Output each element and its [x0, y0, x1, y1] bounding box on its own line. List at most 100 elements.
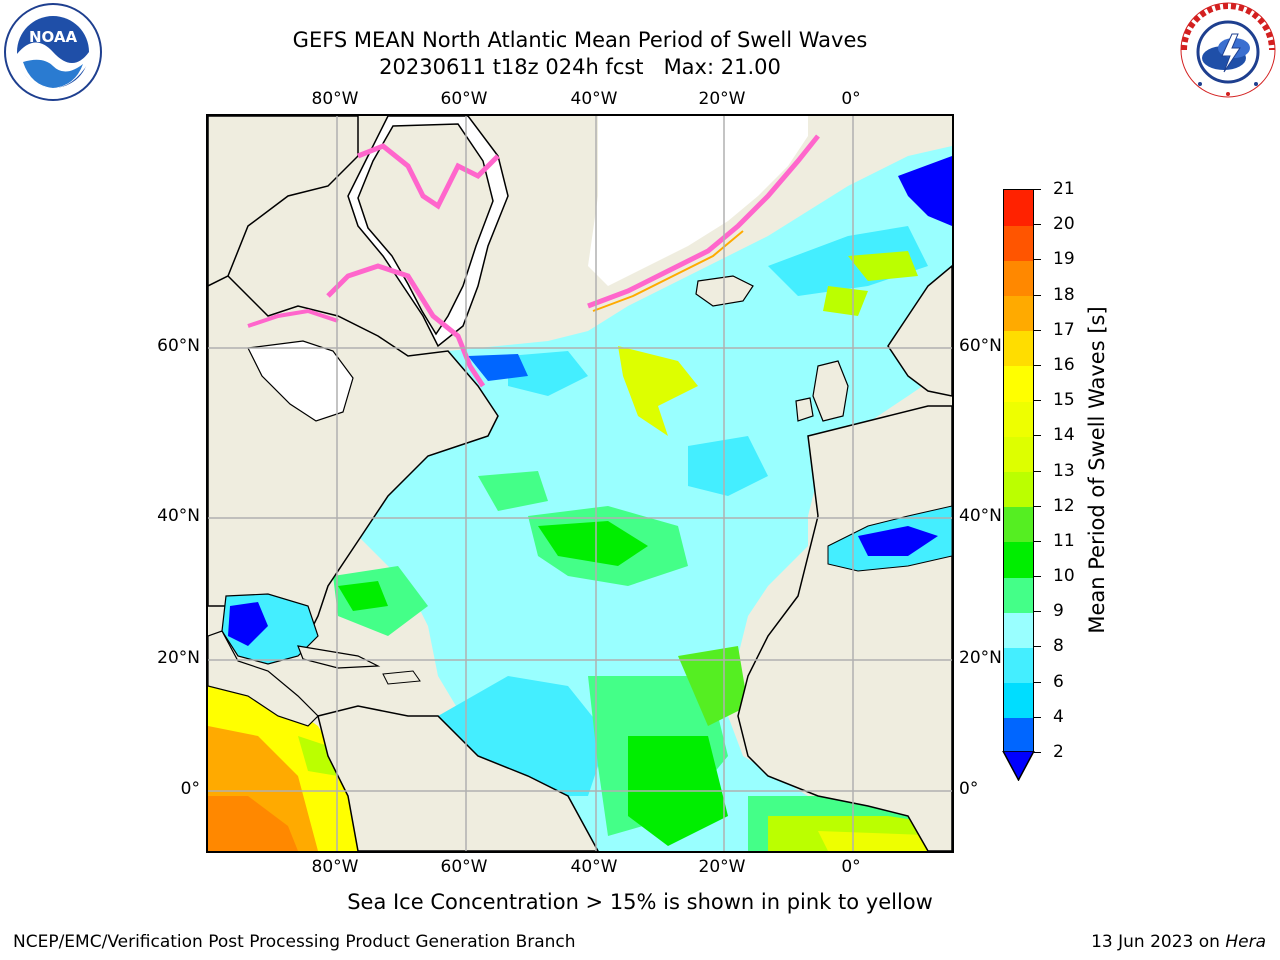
nws-logo — [1180, 2, 1276, 98]
colorbar-tick-mark — [1034, 752, 1041, 753]
colorbar-tick-mark — [1034, 470, 1041, 472]
map-panel — [206, 114, 954, 853]
colorbar-segment — [1004, 506, 1033, 543]
lon-label-bottom: 60°W — [440, 857, 488, 877]
chart-subtitle: 20230611 t18z 024h fcst Max: 21.00 — [379, 55, 781, 79]
colorbar-segment — [1004, 295, 1033, 332]
colorbar-tick-mark — [1034, 364, 1041, 366]
sea-ice-region — [588, 116, 808, 286]
south-america — [317, 705, 599, 851]
greenland — [357, 123, 494, 336]
lon-label-top: 40°W — [570, 89, 618, 109]
colorbar-extend-arrow — [1002, 751, 1035, 781]
colorbar-tick-label: 6 — [1053, 671, 1064, 692]
swell-patch — [818, 831, 952, 851]
chart-title: GEFS MEAN North Atlantic Mean Period of … — [292, 28, 868, 52]
noaa-logo-text: NOAA — [29, 28, 78, 46]
lat-label-right: 60°N — [959, 336, 1002, 356]
colorbar-tick-label: 4 — [1053, 706, 1064, 727]
swell-patch — [208, 796, 298, 851]
footer-date: 13 Jun 2023 on Hera — [1091, 932, 1266, 952]
footer-date-text: 13 Jun 2023 on — [1091, 932, 1226, 952]
ireland — [795, 397, 814, 422]
canada-north — [208, 116, 359, 287]
colorbar-segment — [1004, 577, 1033, 613]
colorbar-tick-mark — [1034, 611, 1041, 613]
swell-patch — [618, 346, 698, 436]
colorbar-tick-mark — [1034, 329, 1041, 331]
lat-label-right: 0° — [959, 779, 979, 799]
colorbar-tick-label: 10 — [1053, 566, 1075, 587]
colorbar — [1003, 189, 1034, 754]
colorbar-tick-mark — [1034, 505, 1041, 507]
noaa-logo: NOAA — [4, 3, 102, 101]
colorbar-segment — [1004, 225, 1033, 261]
colorbar-tick-label: 8 — [1053, 636, 1064, 657]
colorbar-tick-label: 15 — [1053, 390, 1075, 411]
swell-patch — [478, 471, 548, 511]
sea-ice-edge — [592, 230, 744, 312]
colorbar-tick-label: 19 — [1053, 249, 1075, 270]
colorbar-tick-label: 12 — [1053, 495, 1075, 516]
lat-label-left: 60°N — [157, 336, 200, 356]
colorbar-segment — [1004, 190, 1033, 226]
swell-patch — [508, 351, 588, 396]
great-britain — [812, 360, 849, 422]
colorbar-tick-mark — [1034, 259, 1041, 261]
colorbar-tick-label: 9 — [1053, 601, 1064, 622]
sea-ice-edge — [357, 143, 500, 210]
lon-label-bottom: 20°W — [698, 857, 746, 877]
lon-label-bottom: 40°W — [570, 857, 618, 877]
colorbar-segment — [1004, 717, 1033, 754]
lat-label-left: 20°N — [157, 648, 200, 668]
colorbar-tick-mark — [1034, 189, 1041, 190]
lat-label-right: 40°N — [959, 506, 1002, 526]
sea-ice-edge — [247, 308, 339, 328]
colorbar-segment — [1004, 647, 1033, 684]
colorbar-tick-mark — [1034, 646, 1041, 648]
swell-patch — [228, 602, 268, 646]
scandinavia — [887, 265, 952, 397]
footer-credit: NCEP/EMC/Verification Post Processing Pr… — [13, 932, 576, 952]
lat-label-left: 0° — [180, 779, 200, 799]
colorbar-segment — [1004, 260, 1033, 297]
lat-label-right: 20°N — [959, 648, 1002, 668]
ocean-field — [328, 146, 952, 851]
colorbar-tick-label: 13 — [1053, 460, 1075, 481]
colorbar-segment — [1004, 436, 1033, 472]
colorbar-tick-mark — [1034, 540, 1041, 542]
lon-label-top: 80°W — [311, 89, 359, 109]
swell-patch — [858, 526, 938, 556]
swell-patch — [338, 581, 388, 611]
colorbar-tick-mark — [1034, 224, 1041, 226]
lon-label-bottom: 80°W — [311, 857, 359, 877]
colorbar-segment — [1004, 365, 1033, 402]
swell-patch — [898, 156, 952, 226]
swell-patch — [688, 436, 768, 496]
cuba — [297, 645, 381, 669]
lon-label-top: 60°W — [440, 89, 488, 109]
lat-label-left: 40°N — [157, 506, 200, 526]
colorbar-tick-mark — [1034, 435, 1041, 437]
colorbar-segment — [1004, 541, 1033, 578]
colorbar-segment — [1004, 612, 1033, 648]
swell-patch — [678, 646, 748, 726]
colorbar-tick-label: 18 — [1053, 284, 1075, 305]
colorbar-tick-label: 17 — [1053, 319, 1075, 340]
swell-patch — [823, 286, 868, 316]
sea-ice-edge — [587, 134, 820, 309]
colorbar-tick-mark — [1034, 716, 1041, 718]
hispaniola — [382, 670, 421, 685]
colorbar-tick-label: 21 — [1053, 179, 1075, 199]
hudson-bay-water — [247, 340, 354, 422]
sea-ice-note: Sea Ice Concentration > 15% is shown in … — [347, 890, 933, 914]
colorbar-title: Mean Period of Swell Waves [s] — [1085, 306, 1109, 634]
colorbar-tick-label: 14 — [1053, 425, 1075, 446]
colorbar-tick-label: 11 — [1053, 530, 1075, 551]
swell-patch — [538, 521, 648, 566]
swell-patch — [468, 354, 528, 381]
colorbar-tick-label: 2 — [1053, 742, 1064, 762]
colorbar-segment — [1004, 330, 1033, 367]
colorbar-tick-mark — [1034, 400, 1041, 402]
colorbar-segment — [1004, 682, 1033, 719]
